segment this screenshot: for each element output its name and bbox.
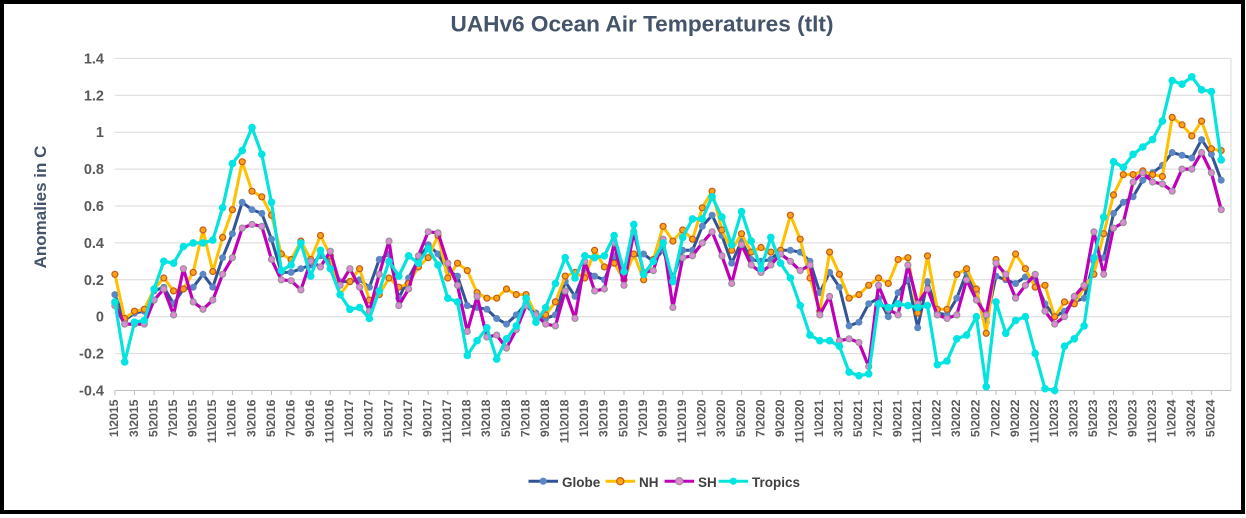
svg-text:1\2021: 1\2021 bbox=[812, 399, 826, 437]
svg-text:SH: SH bbox=[698, 475, 717, 490]
svg-text:0: 0 bbox=[96, 310, 104, 326]
svg-text:3\2021: 3\2021 bbox=[832, 399, 846, 437]
svg-text:9\2016: 9\2016 bbox=[303, 399, 317, 437]
svg-text:3\2020: 3\2020 bbox=[714, 399, 728, 437]
svg-text:7\2022: 7\2022 bbox=[988, 399, 1002, 437]
svg-text:3\2022: 3\2022 bbox=[949, 399, 963, 437]
svg-text:11\2017: 11\2017 bbox=[440, 399, 454, 443]
svg-text:1\2024: 1\2024 bbox=[1164, 399, 1178, 437]
svg-text:1\2015: 1\2015 bbox=[107, 399, 121, 437]
svg-text:5\2022: 5\2022 bbox=[969, 399, 983, 437]
svg-text:3\2023: 3\2023 bbox=[1067, 399, 1081, 437]
svg-text:1.4: 1.4 bbox=[84, 51, 104, 67]
svg-text:3\2024: 3\2024 bbox=[1184, 399, 1198, 437]
svg-text:11\2021: 11\2021 bbox=[910, 399, 924, 443]
svg-text:1: 1 bbox=[96, 125, 104, 141]
svg-text:1\2019: 1\2019 bbox=[577, 399, 591, 437]
svg-text:5\2021: 5\2021 bbox=[851, 399, 865, 437]
svg-text:9\2023: 9\2023 bbox=[1125, 399, 1139, 437]
svg-text:7\2020: 7\2020 bbox=[753, 399, 767, 437]
svg-text:0.6: 0.6 bbox=[84, 199, 104, 215]
svg-text:NH: NH bbox=[639, 475, 659, 490]
svg-text:9\2017: 9\2017 bbox=[420, 399, 434, 437]
svg-text:11\2018: 11\2018 bbox=[557, 399, 571, 443]
svg-text:Anomalies in C: Anomalies in C bbox=[31, 146, 50, 269]
svg-text:11\2020: 11\2020 bbox=[792, 399, 806, 443]
svg-text:5\2020: 5\2020 bbox=[734, 399, 748, 437]
svg-text:3\2018: 3\2018 bbox=[479, 399, 493, 437]
svg-text:11\2015: 11\2015 bbox=[205, 399, 219, 443]
svg-text:3\2017: 3\2017 bbox=[362, 399, 376, 437]
svg-text:1.2: 1.2 bbox=[84, 88, 104, 104]
svg-text:1\2020: 1\2020 bbox=[695, 399, 709, 437]
svg-text:11\2019: 11\2019 bbox=[675, 399, 689, 443]
svg-text:5\2015: 5\2015 bbox=[146, 399, 160, 437]
svg-text:0.8: 0.8 bbox=[84, 162, 104, 178]
svg-text:-0.2: -0.2 bbox=[79, 347, 104, 363]
svg-text:9\2019: 9\2019 bbox=[655, 399, 669, 437]
svg-text:0.4: 0.4 bbox=[84, 236, 104, 252]
svg-text:3\2016: 3\2016 bbox=[244, 399, 258, 437]
svg-text:5\2019: 5\2019 bbox=[616, 399, 630, 437]
svg-text:-0.4: -0.4 bbox=[79, 384, 104, 400]
svg-text:1\2023: 1\2023 bbox=[1047, 399, 1061, 437]
svg-text:7\2019: 7\2019 bbox=[636, 399, 650, 437]
svg-text:5\2016: 5\2016 bbox=[264, 399, 278, 437]
svg-text:7\2015: 7\2015 bbox=[166, 399, 180, 437]
svg-text:11\2023: 11\2023 bbox=[1145, 399, 1159, 443]
svg-text:11\2016: 11\2016 bbox=[323, 399, 337, 443]
svg-text:7\2023: 7\2023 bbox=[1106, 399, 1120, 437]
svg-text:9\2022: 9\2022 bbox=[1008, 399, 1022, 437]
svg-text:9\2015: 9\2015 bbox=[185, 399, 199, 437]
svg-text:9\2020: 9\2020 bbox=[773, 399, 787, 437]
svg-text:1\2016: 1\2016 bbox=[225, 399, 239, 437]
svg-text:1\2022: 1\2022 bbox=[930, 399, 944, 437]
svg-text:1\2018: 1\2018 bbox=[460, 399, 474, 437]
svg-text:9\2018: 9\2018 bbox=[538, 399, 552, 437]
svg-text:7\2017: 7\2017 bbox=[401, 399, 415, 437]
svg-text:5\2024: 5\2024 bbox=[1204, 399, 1218, 437]
svg-text:5\2018: 5\2018 bbox=[499, 399, 513, 437]
svg-text:7\2018: 7\2018 bbox=[518, 399, 532, 437]
svg-text:Globe: Globe bbox=[562, 475, 601, 490]
svg-text:Tropics: Tropics bbox=[752, 475, 800, 490]
svg-text:11\2022: 11\2022 bbox=[1027, 399, 1041, 443]
svg-text:5\2023: 5\2023 bbox=[1086, 399, 1100, 437]
svg-text:3\2019: 3\2019 bbox=[597, 399, 611, 437]
svg-text:7\2021: 7\2021 bbox=[871, 399, 885, 437]
svg-text:3\2015: 3\2015 bbox=[127, 399, 141, 437]
svg-text:9\2021: 9\2021 bbox=[890, 399, 904, 437]
svg-text:UAHv6 Ocean Air Temperatures (: UAHv6 Ocean Air Temperatures (tlt) bbox=[451, 12, 834, 37]
svg-text:5\2017: 5\2017 bbox=[381, 399, 395, 437]
svg-text:1\2017: 1\2017 bbox=[342, 399, 356, 437]
svg-text:7\2016: 7\2016 bbox=[283, 399, 297, 437]
svg-text:0.2: 0.2 bbox=[84, 273, 104, 289]
